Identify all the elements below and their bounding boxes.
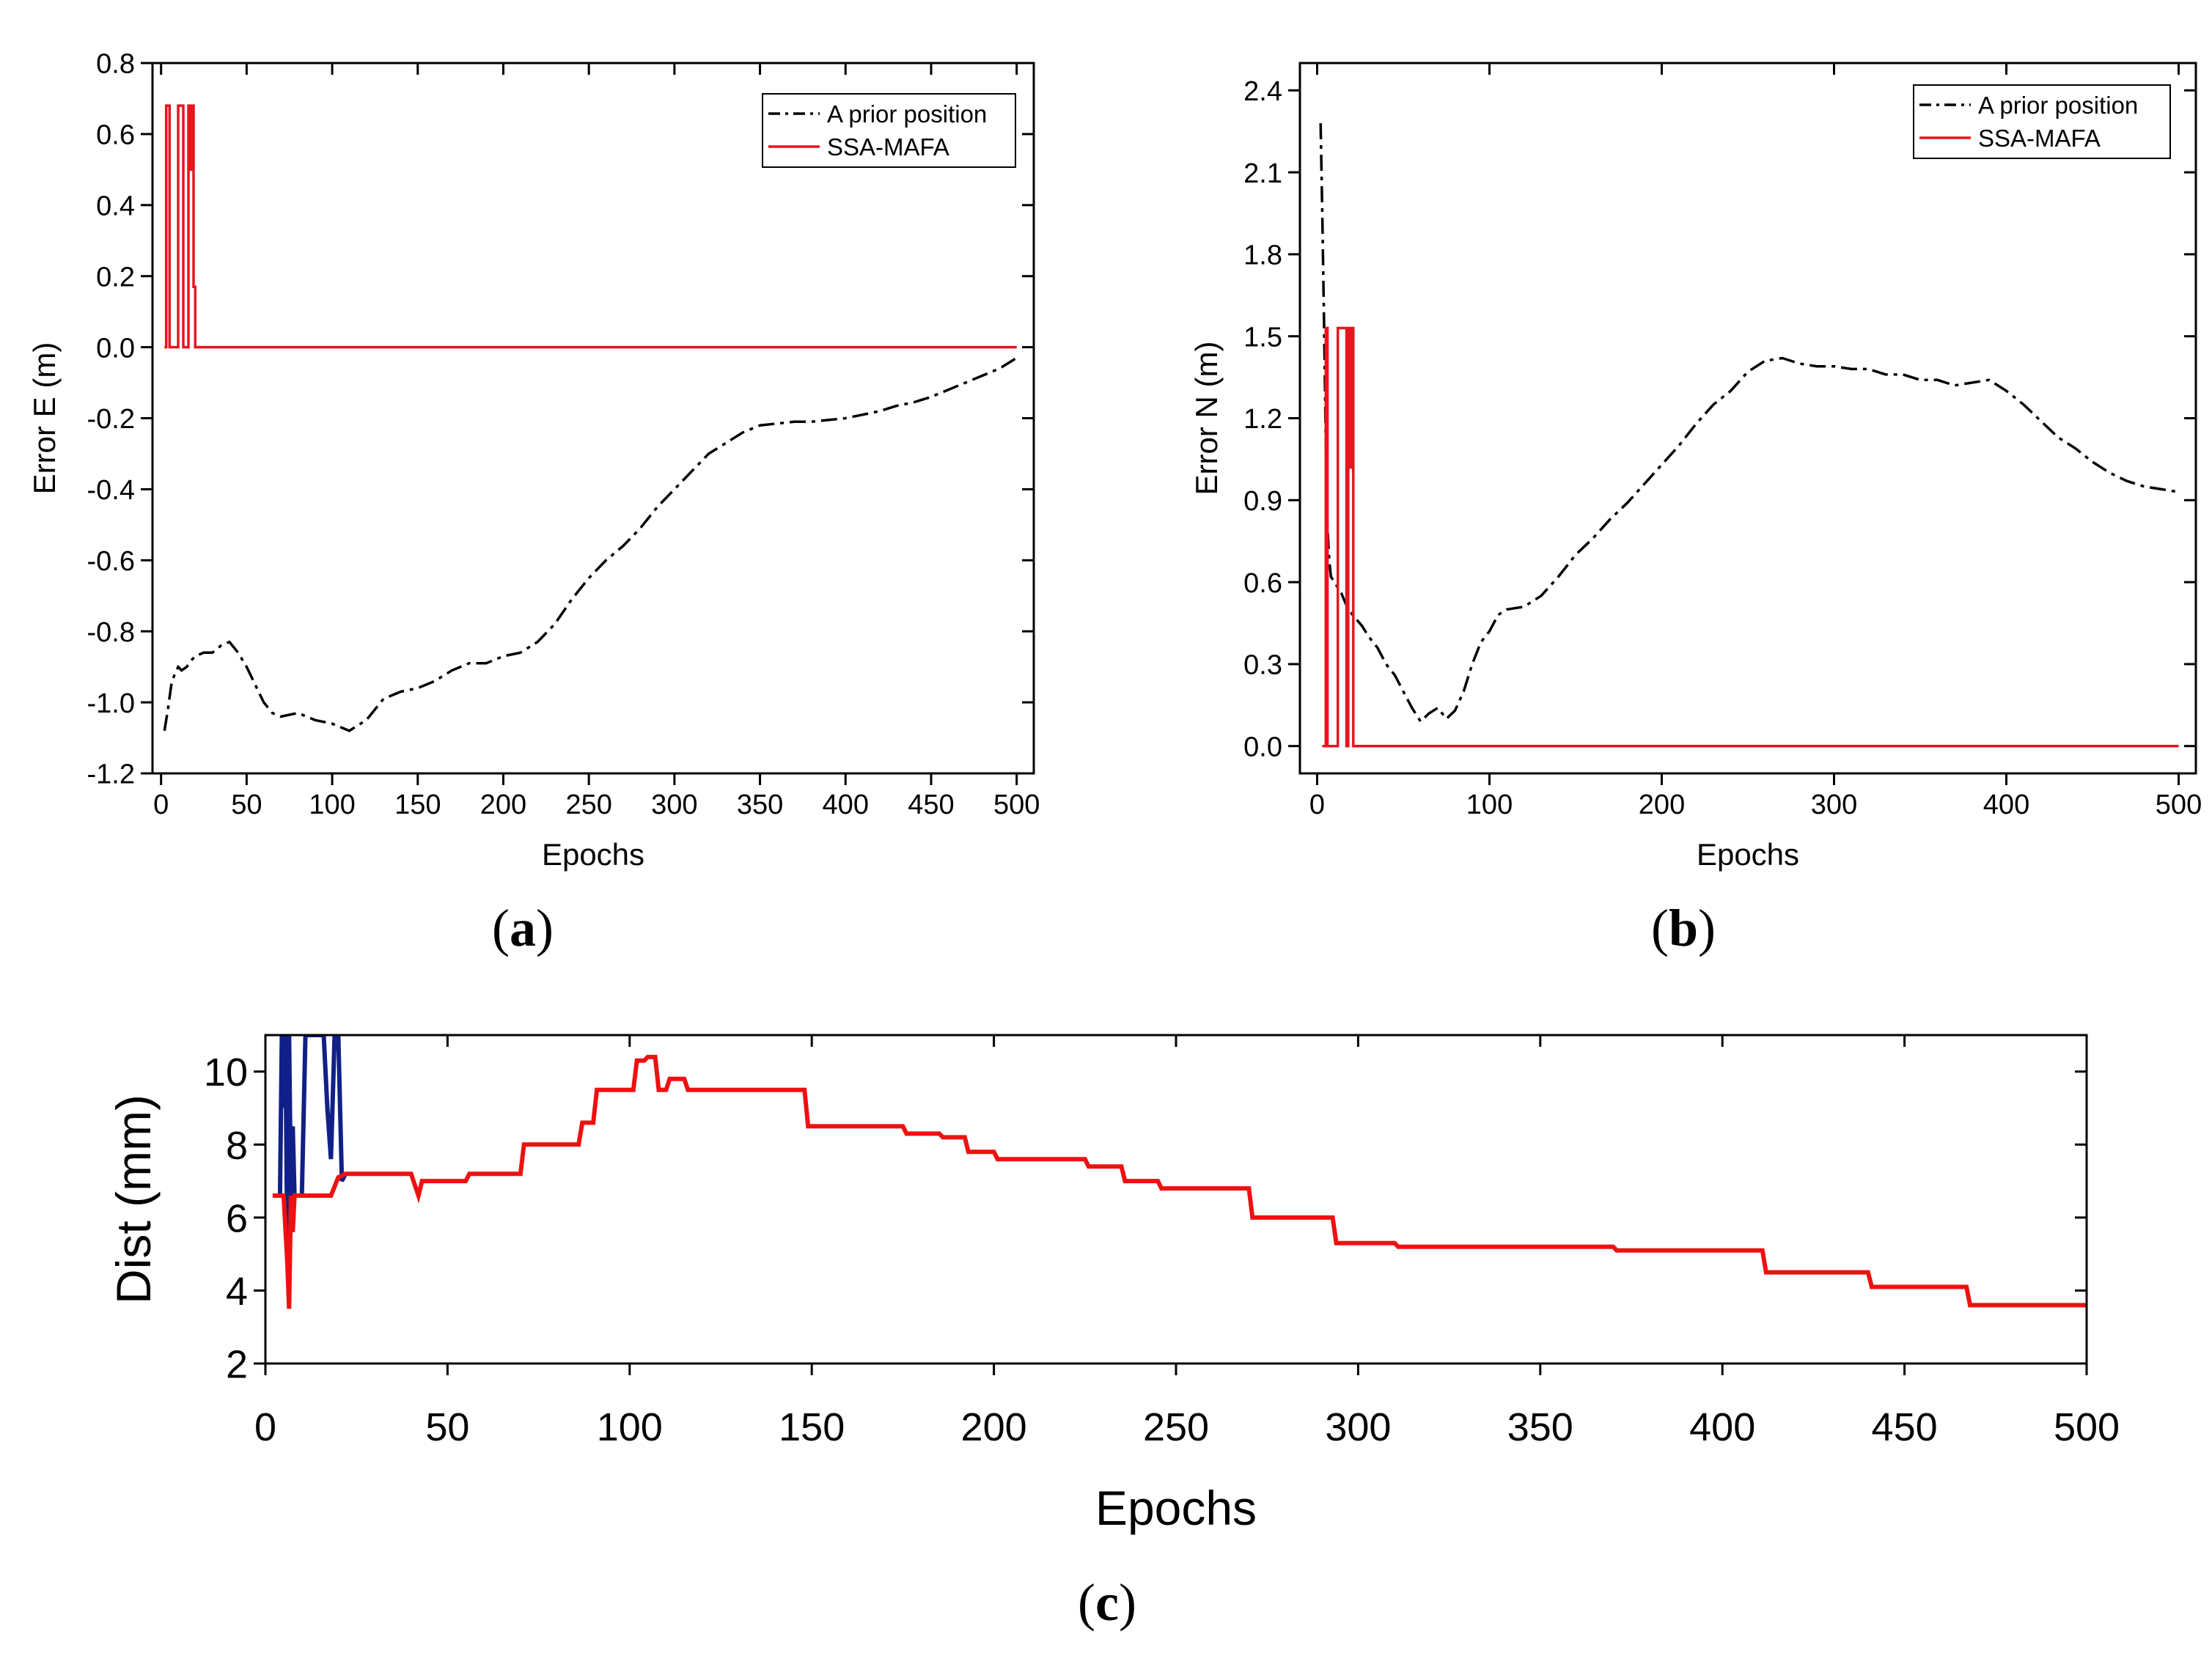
panel-label-close-paren-a: ) xyxy=(536,899,554,957)
x-tick-label-b-3: 300 xyxy=(1811,790,1857,820)
y-axis-title-a: Error E (m) xyxy=(27,342,62,495)
y-axis-title-c: Dist (mm) xyxy=(106,1094,161,1304)
y-tick-label-c-2: 6 xyxy=(226,1196,248,1240)
y-tick-label-a-1: -1.0 xyxy=(87,688,135,719)
x-tick-label-c-3: 150 xyxy=(779,1405,845,1449)
panel-label-b: (b) xyxy=(1651,899,1716,957)
y-tick-label-c-3: 8 xyxy=(226,1124,248,1168)
x-tick-label-c-4: 200 xyxy=(961,1405,1027,1449)
y-axis-title-b: Error N (m) xyxy=(1189,342,1224,496)
panel-label-open-paren-c: ( xyxy=(1078,1573,1095,1632)
y-tick-label-a-3: -0.6 xyxy=(87,546,135,577)
y-tick-label-c-1: 4 xyxy=(226,1270,248,1314)
series-line-a-1 xyxy=(164,104,1017,349)
series-line-c-1 xyxy=(272,1054,2087,1309)
x-tick-label-a-2: 100 xyxy=(309,790,355,820)
y-tick-label-b-7: 2.1 xyxy=(1243,158,1282,189)
legend-a: A prior position SSA-MAFA xyxy=(762,93,1016,168)
y-tick-label-a-6: 0.0 xyxy=(96,333,135,364)
panel-label-letter-b: b xyxy=(1669,899,1698,957)
panel-label-close-paren-b: ) xyxy=(1698,899,1716,957)
x-tick-label-a-5: 250 xyxy=(565,790,611,820)
legend-box-b xyxy=(1913,84,2171,159)
x-tick-label-a-9: 450 xyxy=(908,790,954,820)
y-tick-label-a-2: -0.8 xyxy=(87,617,135,648)
x-tick-label-b-5: 500 xyxy=(2156,790,2202,820)
x-tick-label-a-0: 0 xyxy=(153,790,169,820)
x-tick-label-c-7: 350 xyxy=(1507,1405,1573,1449)
plot-frame-a xyxy=(151,62,1035,775)
legend-label-a-1: SSA-MAFA xyxy=(827,133,949,161)
panel-label-c: (c) xyxy=(1078,1573,1136,1632)
x-tick-label-a-6: 300 xyxy=(651,790,697,820)
y-tick-label-b-4: 1.2 xyxy=(1243,404,1282,435)
x-tick-label-c-1: 50 xyxy=(425,1405,469,1449)
x-tick-label-b-4: 400 xyxy=(1983,790,2029,820)
x-tick-label-a-10: 500 xyxy=(993,790,1040,820)
legend-box-a xyxy=(762,93,1016,168)
series-line-a-0 xyxy=(163,356,1018,732)
legend-b: A prior position SSA-MAFA xyxy=(1913,84,2171,159)
x-axis-title-a: Epochs xyxy=(542,837,644,872)
x-tick-label-c-10: 500 xyxy=(2054,1405,2120,1449)
y-tick-label-a-5: -0.2 xyxy=(87,404,135,435)
plot-frame-c xyxy=(264,1034,2088,1365)
panel-label-close-paren-c: ) xyxy=(1119,1573,1136,1632)
y-tick-label-b-0: 0.0 xyxy=(1243,732,1282,762)
x-tick-label-c-6: 300 xyxy=(1325,1405,1391,1449)
y-tick-label-b-2: 0.6 xyxy=(1243,568,1282,599)
x-tick-label-c-0: 0 xyxy=(254,1405,276,1449)
x-tick-label-a-8: 400 xyxy=(823,790,869,820)
y-tick-label-a-10: 0.8 xyxy=(96,49,135,80)
chart-c: 0 50 100 150 200 250 300 350 400 450 500 2 4 6 8 10 Epoc… xyxy=(106,1034,2120,1632)
x-tick-label-c-5: 250 xyxy=(1143,1405,1209,1449)
y-tick-label-b-8: 2.4 xyxy=(1243,76,1282,107)
chart-a: 0 50 100 150 200 250 300 350 400 450 500 -1.2 -1.0 -0… xyxy=(27,49,1040,957)
legend-label-a-0: A prior position xyxy=(827,100,987,128)
panel-label-open-paren-b: ( xyxy=(1651,899,1669,957)
y-tick-label-b-3: 0.9 xyxy=(1243,486,1282,517)
chart-b: 0 100 200 300 400 500 0.0 0.3 0.6 0.9 1.2 1.5 1.8 2.1… xyxy=(1189,62,2202,957)
legend-label-b-0: A prior position xyxy=(1978,92,2138,119)
panel-label-a: (a) xyxy=(492,899,554,957)
x-axis-title-b: Epochs xyxy=(1697,837,1799,872)
series-line-b-0 xyxy=(1319,122,2179,724)
x-tick-label-b-1: 100 xyxy=(1466,790,1513,820)
plot-frame-b xyxy=(1298,62,2197,775)
x-tick-label-a-3: 150 xyxy=(394,790,441,820)
panel-label-open-paren-a: ( xyxy=(492,899,510,957)
x-axis-title-c: Epochs xyxy=(1095,1481,1257,1535)
panel-label-letter-a: a xyxy=(510,899,536,957)
x-tick-label-c-2: 100 xyxy=(597,1405,663,1449)
y-tick-label-b-6: 1.8 xyxy=(1243,240,1282,271)
x-tick-label-c-9: 450 xyxy=(1872,1405,1938,1449)
x-tick-label-a-1: 50 xyxy=(231,790,262,820)
x-tick-label-a-7: 350 xyxy=(737,790,783,820)
panel-label-letter-c: c xyxy=(1095,1573,1119,1632)
y-tick-label-a-7: 0.2 xyxy=(96,262,135,292)
y-tick-label-c-4: 10 xyxy=(204,1050,248,1094)
x-tick-label-b-2: 200 xyxy=(1639,790,1685,820)
y-tick-label-a-8: 0.4 xyxy=(96,191,135,221)
x-tick-label-c-8: 400 xyxy=(1689,1405,1755,1449)
y-tick-label-a-4: -0.4 xyxy=(87,475,135,506)
legend-label-b-1: SSA-MAFA xyxy=(1978,125,2101,152)
series-line-b-1 xyxy=(1322,326,2179,748)
y-tick-label-a-9: 0.6 xyxy=(96,120,135,151)
y-tick-label-b-1: 0.3 xyxy=(1243,650,1282,681)
series-line-c-0 xyxy=(277,1035,348,1247)
y-tick-label-c-0: 2 xyxy=(226,1342,248,1386)
x-tick-label-b-0: 0 xyxy=(1309,790,1325,820)
y-tick-label-b-5: 1.5 xyxy=(1243,322,1282,353)
y-tick-label-a-0: -1.2 xyxy=(87,759,135,790)
x-tick-label-a-4: 200 xyxy=(480,790,526,820)
